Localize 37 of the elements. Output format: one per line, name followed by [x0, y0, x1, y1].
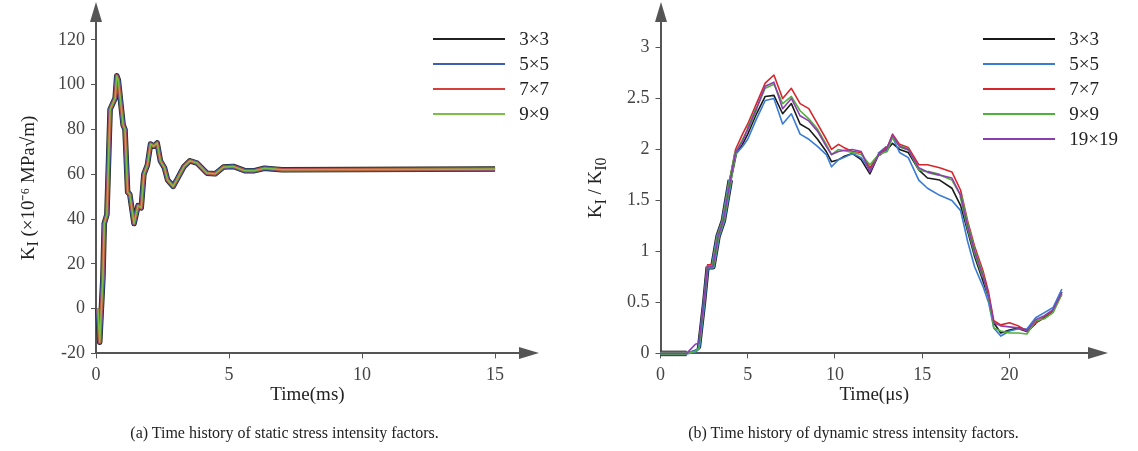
legend-label: 3×3: [519, 27, 549, 50]
y-tick-label: 1.5: [627, 189, 650, 210]
x-axis-title: Time(μs): [839, 383, 910, 406]
y-tick-label: 40: [67, 207, 85, 228]
y-tick-label: 0: [76, 297, 85, 318]
legend-label: 5×5: [1069, 52, 1099, 75]
legend-label: 3×3: [1069, 27, 1099, 50]
x-tick-label: 15: [486, 363, 505, 384]
text: (b) Time history of dynamic stress intensity factors.: [687, 424, 1020, 442]
y-tick-label: 2: [640, 138, 650, 159]
y-tick-label: 1: [640, 240, 650, 261]
legend-label: 5×5: [519, 52, 549, 75]
x-tick-label: 20: [1000, 363, 1019, 384]
y-tick-label: -20: [61, 342, 85, 363]
x-tick-label: 10: [353, 363, 372, 384]
x-tick-label: 15: [913, 363, 932, 384]
legend-label: 7×7: [1069, 77, 1099, 100]
text: (a) Time history of static stress intensity factors.: [129, 424, 440, 442]
legend-label: 9×9: [519, 102, 549, 125]
y-tick-label: 0.5: [627, 291, 650, 312]
legend-label: 7×7: [519, 77, 549, 100]
y-tick-label: 100: [58, 73, 85, 94]
y-tick-label: 2.5: [627, 87, 650, 108]
x-tick-label: 5: [743, 363, 753, 384]
legend-label: 19×19: [1069, 127, 1118, 150]
x-tick-label: 0: [91, 363, 101, 384]
y-tick-label: 80: [67, 118, 85, 139]
y-tick-label: 3: [640, 36, 650, 57]
legend-label: 9×9: [1069, 102, 1099, 125]
x-axis-title: Time(ms): [270, 383, 345, 406]
y-tick-label: 120: [58, 28, 85, 49]
x-tick-label: 0: [656, 363, 665, 384]
x-tick-label: 5: [224, 363, 234, 384]
y-tick-label: 20: [67, 252, 85, 273]
y-tick-label: 60: [67, 163, 85, 183]
y-tick-label: 0: [640, 342, 650, 363]
x-tick-label: 10: [825, 363, 844, 384]
